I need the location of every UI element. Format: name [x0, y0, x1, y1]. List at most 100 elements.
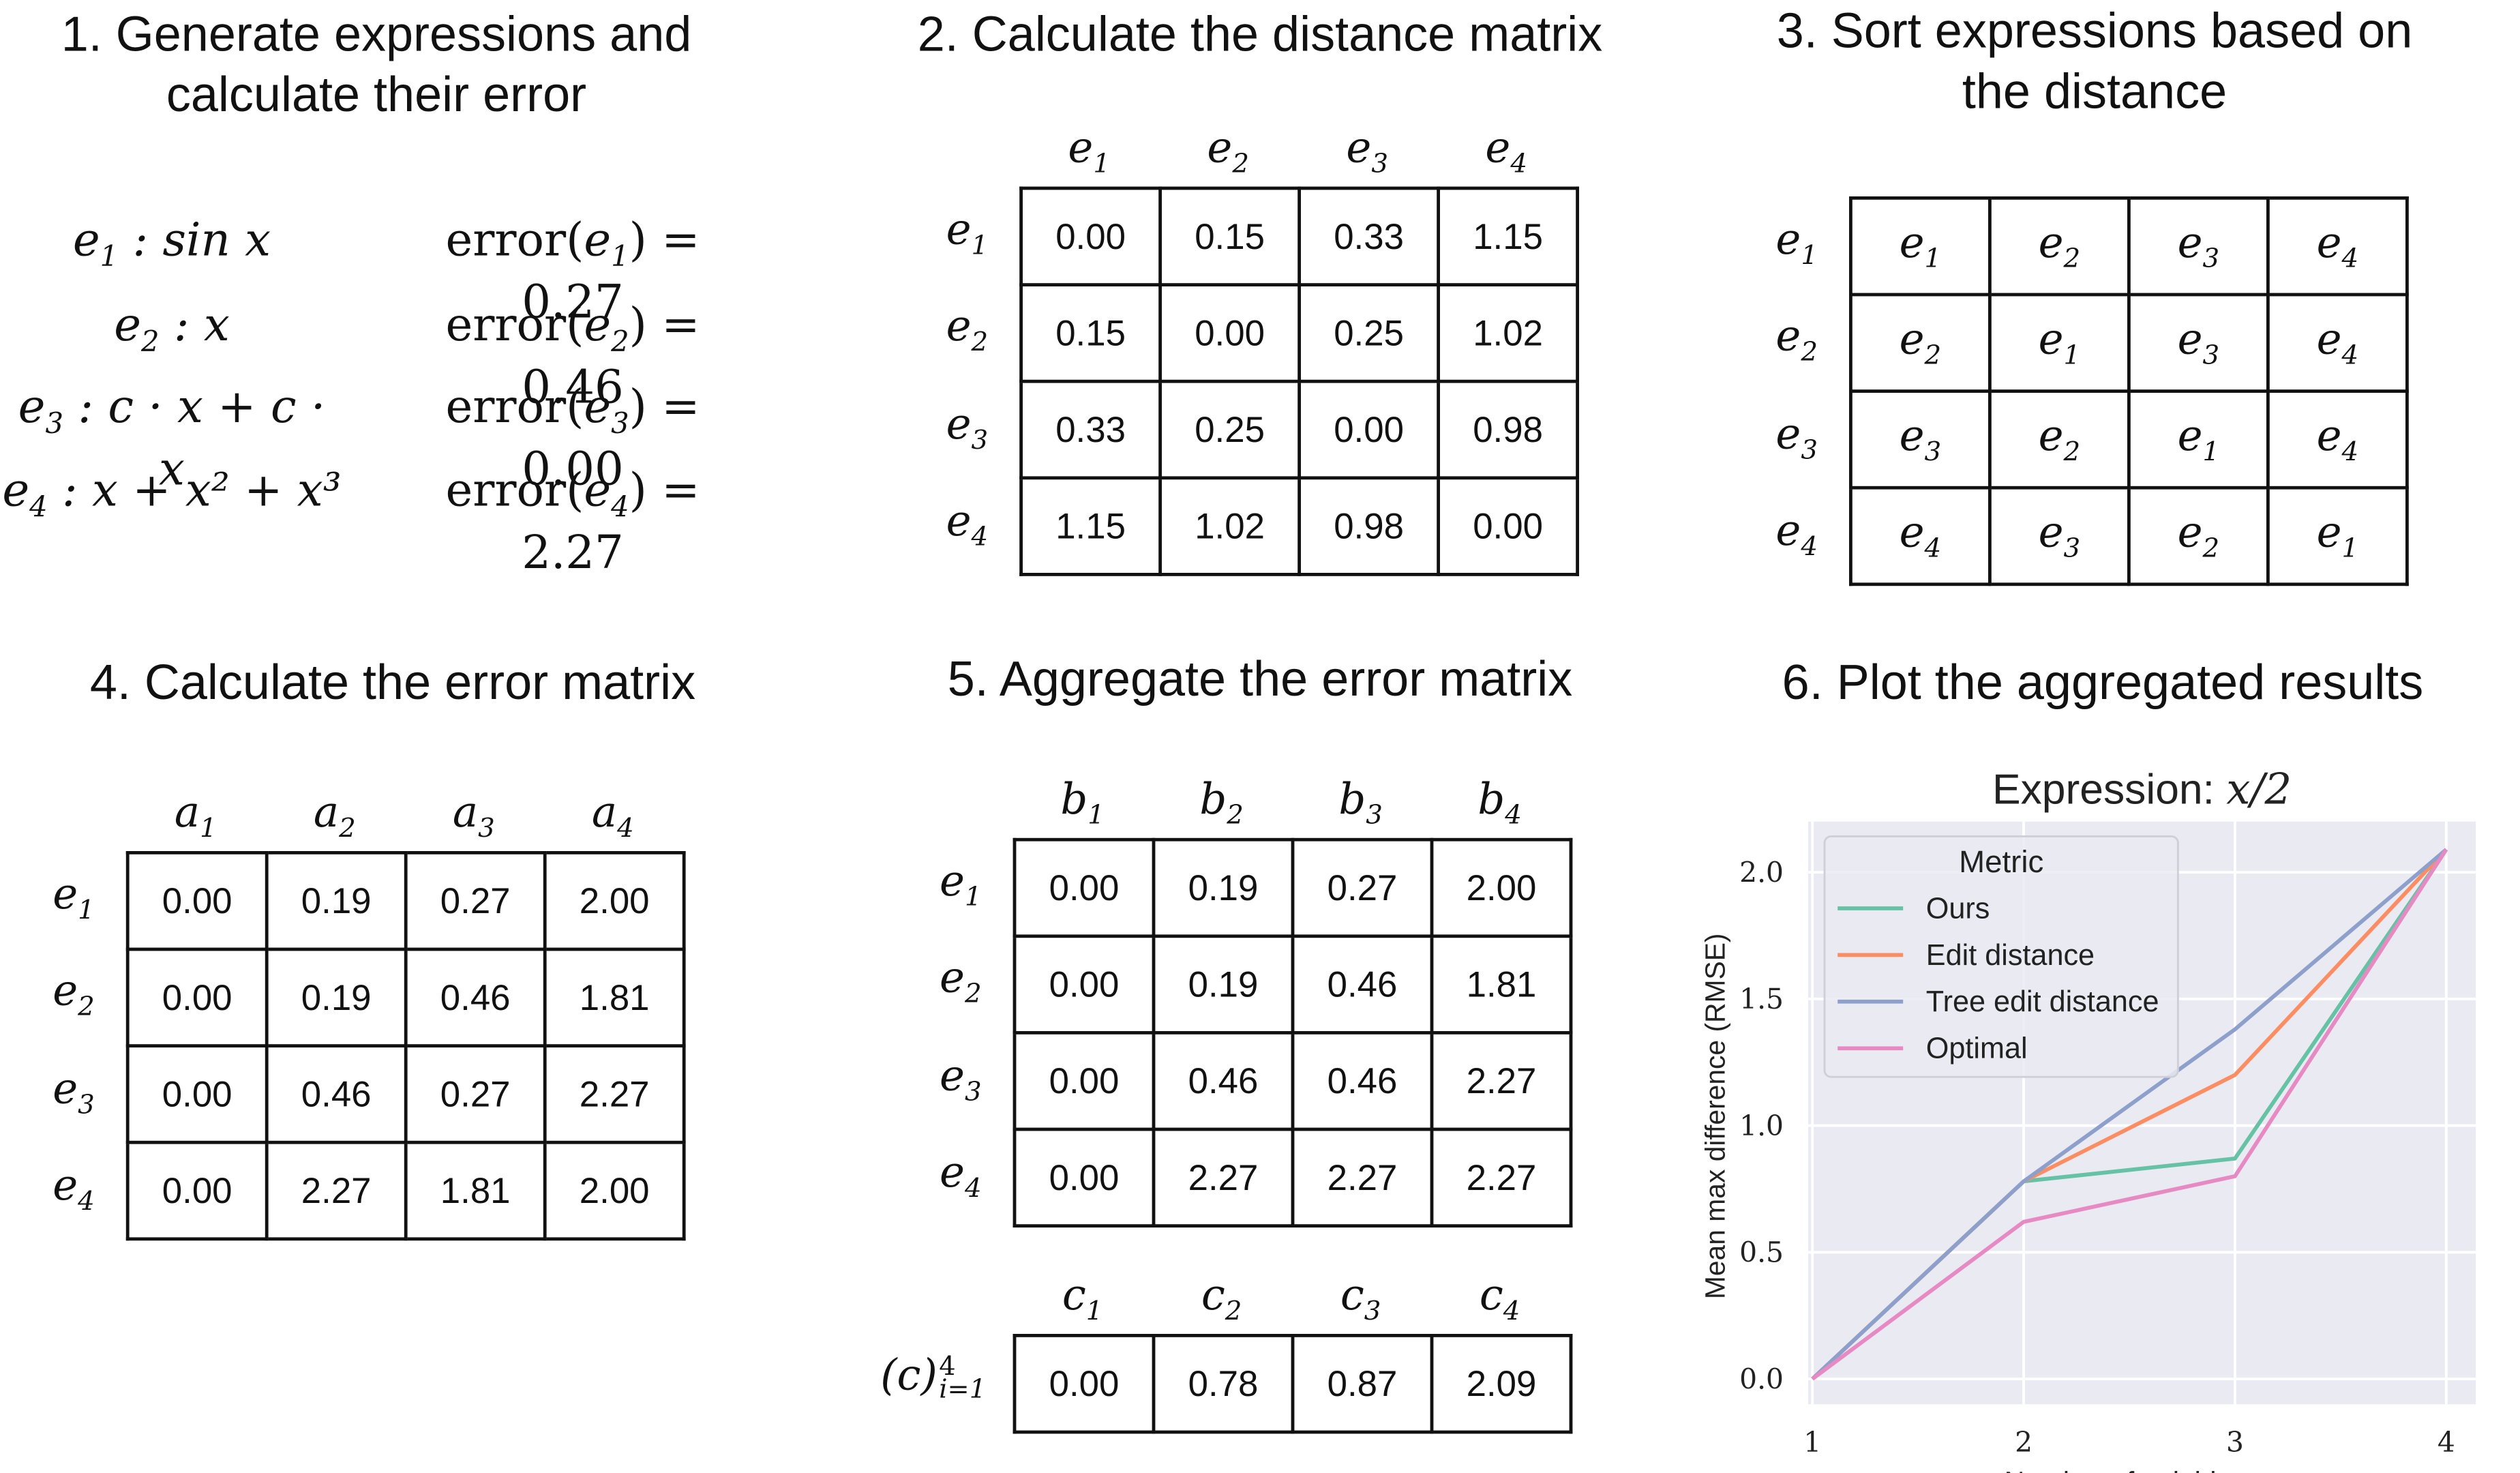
- column-label: b1: [1060, 775, 1105, 831]
- expression-error: error(e3) = 0.00: [445, 379, 700, 496]
- matrix-cell: 0.27: [404, 851, 547, 951]
- expression-definition: e1 : sin x: [72, 213, 271, 275]
- matrix-cell: 0.27: [1291, 837, 1434, 938]
- row-label: e2: [946, 303, 989, 358]
- matrix-cell: 0.19: [265, 947, 408, 1048]
- error-matrix-table: 0.00 0.19 0.27 2.00 0.00 0.19 0.46 1.81 0.00 0.46…: [125, 851, 686, 1241]
- y-tick-label: 0.5: [1739, 1236, 1784, 1269]
- column-label: e4: [1485, 124, 1527, 179]
- matrix-cell: 0.46: [404, 947, 547, 1048]
- panel-sort-expressions: 3. Sort expressions based on the distanc…: [1735, 0, 2455, 622]
- matrix-cell: e3: [1988, 486, 2131, 586]
- expression-error: error(e1) = 0.27: [445, 213, 700, 329]
- row-label: e2: [52, 968, 95, 1022]
- matrix-cell: e1: [2127, 389, 2270, 490]
- x-tick-label: 2: [2015, 1426, 2032, 1459]
- row-label: e3: [946, 400, 989, 456]
- panel-error-matrix: 4. Calculate the error matrix: [0, 638, 785, 1293]
- matrix-cell: 0.46: [1291, 934, 1434, 1035]
- row-label: e4: [1775, 507, 1818, 563]
- y-tick-label: 1.5: [1739, 983, 1784, 1015]
- legend-entry: Tree edit distance: [1926, 985, 2159, 1018]
- matrix-cell: 0.15: [1158, 186, 1302, 287]
- row-label: e4: [946, 498, 989, 552]
- y-tick-label: 1.0: [1739, 1110, 1784, 1142]
- matrix-cell: 0.00: [1012, 1031, 1156, 1131]
- matrix-cell: 1.81: [404, 1140, 547, 1241]
- aggregated-vector-table: 0.00 0.78 0.87 2.09: [1012, 1334, 1573, 1434]
- series-line: [1811, 848, 2448, 1381]
- matrix-cell: 0.00: [1012, 934, 1156, 1035]
- x-axis-label: Number of neighbours: [2005, 1465, 2280, 1473]
- matrix-cell: 0.33: [1019, 379, 1162, 480]
- column-label: b4: [1478, 775, 1522, 831]
- column-label: c3: [1340, 1271, 1381, 1326]
- panel-aggregate-matrix: 5. Aggregate the error matrix: [884, 638, 1636, 1473]
- column-label: b3: [1338, 775, 1383, 831]
- column-label: a3: [452, 788, 495, 844]
- matrix-cell: 0.00: [1012, 837, 1156, 938]
- matrix-cell: 0.27: [404, 1044, 547, 1144]
- series-line: [1811, 848, 2448, 1381]
- aggregate-matrix-table: 0.00 0.19 0.27 2.00 0.00 0.19 0.46 1.81 0.00 0.46…: [1012, 837, 1573, 1228]
- legend-entry: Edit distance: [1926, 939, 2095, 972]
- matrix-cell: 0.00: [125, 947, 269, 1048]
- matrix-cell: 0.00: [1158, 283, 1302, 383]
- matrix-cell: e3: [2127, 293, 2270, 393]
- matrix-cell: e3: [2127, 196, 2270, 297]
- aggregated-row-label: (c) 4 i=1: [880, 1350, 987, 1405]
- matrix-cell: e3: [1849, 389, 1992, 490]
- matrix-cell: 2.27: [1430, 1127, 1573, 1228]
- matrix-cell: 0.00: [125, 1044, 269, 1144]
- panel4-title: 4. Calculate the error matrix: [89, 656, 696, 711]
- y-axis-label: Mean max difference (RMSE): [1700, 933, 1731, 1299]
- legend-box: [1823, 835, 2179, 1078]
- matrix-cell: 0.19: [265, 851, 408, 951]
- matrix-cell: e2: [1988, 389, 2131, 490]
- matrix-cell: e4: [2266, 389, 2409, 490]
- matrix-cell: 0.46: [265, 1044, 408, 1144]
- row-label: e1: [940, 857, 982, 912]
- panel-generate-expressions: 1. Generate expressions and calculate th…: [0, 0, 769, 622]
- matrix-cell: 1.02: [1158, 476, 1302, 576]
- expression-definition: e2 : x: [114, 297, 230, 360]
- matrix-cell: 1.81: [543, 947, 686, 1048]
- matrix-cell: 2.09: [1430, 1334, 1573, 1434]
- panel6-title: 6. Plot the aggregated results: [1782, 656, 2424, 711]
- matrix-cell: e1: [1849, 196, 1992, 297]
- y-tick-label: 2.0: [1739, 856, 1784, 889]
- matrix-cell: e1: [2266, 486, 2409, 586]
- matrix-cell: 0.00: [1019, 186, 1162, 287]
- legend-entry: Optimal: [1926, 1032, 2028, 1065]
- row-label: e3: [52, 1065, 95, 1120]
- matrix-cell: e2: [1849, 293, 1992, 393]
- x-tick-label: 3: [2226, 1426, 2244, 1459]
- distance-matrix-table: 0.00 0.15 0.33 1.15 0.15 0.00 0.25 1.02 0.33 0.25…: [1019, 186, 1580, 576]
- column-label: a4: [591, 788, 634, 844]
- matrix-cell: 0.00: [1012, 1127, 1156, 1228]
- matrix-cell: 0.00: [125, 851, 269, 951]
- expression-error: error(e4) = 2.27: [445, 463, 700, 579]
- row-label: e1: [946, 205, 989, 261]
- chart-title: Expression: x/2: [1992, 764, 2292, 814]
- row-label: e4: [52, 1162, 95, 1217]
- y-tick-label: 0.0: [1739, 1363, 1784, 1395]
- matrix-cell: e2: [2127, 486, 2270, 586]
- matrix-cell: 0.78: [1152, 1334, 1295, 1434]
- matrix-cell: 0.19: [1152, 837, 1295, 938]
- row-label: e4: [940, 1149, 982, 1204]
- matrix-cell: 0.46: [1291, 1031, 1434, 1131]
- legend-title: Metric: [1959, 844, 2043, 879]
- matrix-cell: e4: [2266, 293, 2409, 393]
- matrix-cell: 0.87: [1291, 1334, 1434, 1434]
- panel3-title: 3. Sort expressions based on the distanc…: [1776, 5, 2413, 119]
- matrix-cell: 0.98: [1437, 379, 1580, 480]
- panel2-title: 2. Calculate the distance matrix: [917, 8, 1603, 63]
- matrix-cell: 0.19: [1152, 934, 1295, 1035]
- expression-definition: e4 : x + x² + x³: [2, 463, 342, 525]
- column-label: e3: [1346, 124, 1388, 179]
- matrix-cell: 0.46: [1152, 1031, 1295, 1131]
- panel-plot-results: 6. Plot the aggregated results: [1685, 638, 2520, 1473]
- row-label: e3: [1775, 410, 1818, 465]
